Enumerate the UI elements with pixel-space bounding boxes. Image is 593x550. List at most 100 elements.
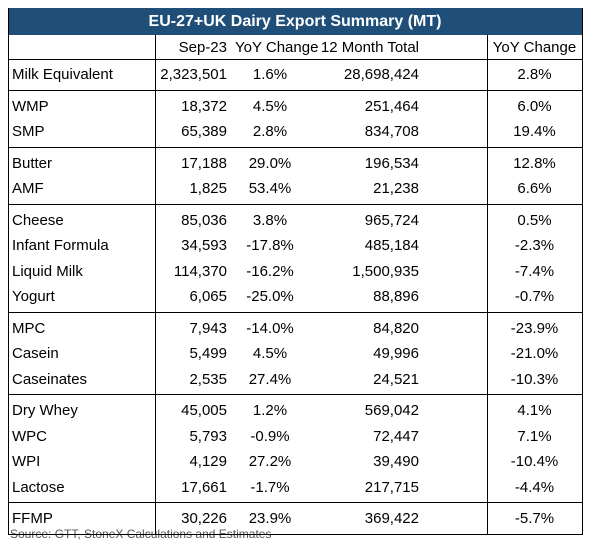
value-cell: 23.9% <box>248 510 292 527</box>
value-cell: 2.8% <box>517 66 552 83</box>
value-cell: 6,065 <box>189 288 227 305</box>
value-cell: -4.4% <box>514 478 555 496</box>
row-label: Liquid Milk <box>12 262 83 280</box>
value-cell: 3.8% <box>252 211 288 229</box>
value-cell: 4.5% <box>252 97 288 115</box>
value-cell: 1.6% <box>252 66 288 83</box>
value-cell: 4.1% <box>517 402 552 419</box>
table-title: EU-27+UK Dairy Export Summary (MT) <box>8 8 582 35</box>
value-cell: 53.4% <box>248 180 292 197</box>
row-label: WPC <box>12 427 47 445</box>
value-cell: 21,238 <box>373 180 419 197</box>
value-cell: 30,226 <box>181 510 227 527</box>
value-cell: -0.7% <box>514 288 555 305</box>
value-cell: 6.6% <box>517 180 552 197</box>
row-label: AMF <box>12 180 44 197</box>
value-cell: 2,323,501 <box>160 66 227 83</box>
row-label: Infant Formula <box>12 237 109 254</box>
value-cell: 65,389 <box>181 123 227 140</box>
value-cell: -0.9% <box>250 427 290 445</box>
value-cell: -2.3% <box>514 237 555 254</box>
value-cell: -23.9% <box>510 319 559 337</box>
row-label: SMP <box>12 123 45 140</box>
value-cell: 6.0% <box>517 97 552 115</box>
row-label: Yogurt <box>12 288 55 305</box>
value-cell: 7,943 <box>189 319 227 337</box>
value-cell: 12.8% <box>513 154 556 172</box>
value-cell: -7.4% <box>514 262 555 280</box>
header-cell: 12 Month Total <box>320 39 419 56</box>
value-cell: -17.8% <box>246 237 294 254</box>
value-cell: 17,661 <box>181 478 227 496</box>
row-label: Lactose <box>12 478 65 496</box>
group-rule <box>8 502 582 503</box>
value-cell: 834,708 <box>364 123 419 140</box>
value-cell: 569,042 <box>364 402 419 419</box>
value-cell: 24,521 <box>373 370 419 388</box>
group-rule <box>8 203 582 205</box>
row-label: Dry Whey <box>12 402 78 419</box>
border <box>8 533 583 535</box>
column-rule <box>155 35 156 534</box>
value-cell: 2.8% <box>252 123 288 140</box>
value-cell: -14.0% <box>246 319 294 337</box>
value-cell: -1.7% <box>250 478 290 496</box>
row-label: Butter <box>12 154 53 172</box>
value-cell: 217,715 <box>364 478 419 496</box>
value-cell: 49,996 <box>373 345 419 362</box>
value-cell: -21.0% <box>510 345 559 362</box>
row-label: MPC <box>12 319 46 337</box>
value-cell: 88,896 <box>373 288 419 305</box>
value-cell: -16.2% <box>246 262 294 280</box>
value-cell: 28,698,424 <box>343 66 419 83</box>
header-cell: Sep-23 <box>178 39 227 56</box>
value-cell: 72,447 <box>373 427 419 445</box>
value-cell: 45,005 <box>181 402 227 419</box>
value-cell: -10.4% <box>510 453 559 470</box>
border <box>582 8 583 534</box>
value-cell: 1,825 <box>189 180 227 197</box>
value-cell: 485,184 <box>364 237 419 254</box>
value-cell: -25.0% <box>246 288 294 305</box>
header-cell: YoY Change <box>492 39 577 56</box>
value-cell: 4,129 <box>189 453 227 470</box>
rule <box>8 59 582 60</box>
value-cell: 27.2% <box>248 453 292 470</box>
value-cell: 0.5% <box>517 211 552 229</box>
column-rule <box>487 35 488 534</box>
value-cell: 27.4% <box>248 370 292 388</box>
value-cell: 965,724 <box>364 211 419 229</box>
value-cell: 18,372 <box>181 97 227 115</box>
value-cell: 1,500,935 <box>352 262 419 280</box>
value-cell: 4.5% <box>252 345 288 362</box>
value-cell: 39,490 <box>373 453 419 470</box>
value-cell: 114,370 <box>173 262 227 280</box>
value-cell: 84,820 <box>373 319 419 337</box>
group-rule <box>8 146 582 148</box>
value-cell: 1.2% <box>252 402 288 419</box>
row-label: Cheese <box>12 211 64 229</box>
row-label: WPI <box>12 453 41 470</box>
value-cell: 369,422 <box>364 510 419 527</box>
value-cell: 5,499 <box>189 345 227 362</box>
value-cell: 29.0% <box>248 154 292 172</box>
group-rule <box>8 89 582 91</box>
header-cell: YoY Change <box>235 39 319 56</box>
row-label: Milk Equivalent <box>12 66 113 83</box>
value-cell: 34,593 <box>181 237 227 254</box>
value-cell: 85,036 <box>181 211 227 229</box>
group-rule <box>8 394 582 395</box>
row-label: Caseinates <box>12 370 88 388</box>
value-cell: -10.3% <box>510 370 559 388</box>
value-cell: 2,535 <box>189 370 227 388</box>
border <box>8 8 9 534</box>
group-rule <box>8 311 582 313</box>
row-label: WMP <box>12 97 49 115</box>
value-cell: 5,793 <box>189 427 227 445</box>
value-cell: 17,188 <box>181 154 227 172</box>
value-cell: 196,534 <box>364 154 419 172</box>
row-label: Casein <box>12 345 59 362</box>
row-label: FFMP <box>12 510 53 527</box>
value-cell: 7.1% <box>517 427 552 445</box>
